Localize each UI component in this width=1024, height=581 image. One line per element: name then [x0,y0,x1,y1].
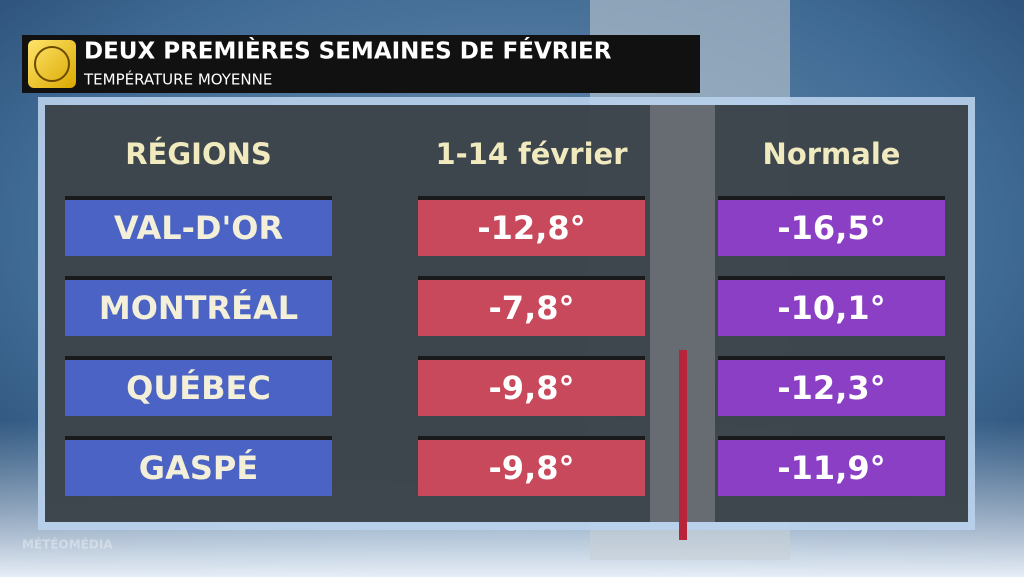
temperature: -7,8° [489,289,575,327]
cell [718,440,945,496]
cell-top [418,436,645,441]
temperature: -11,9° [777,449,885,487]
table: RÉGIONS 1-14 février Normale VAL-D'OR -12,8°… [65,137,945,496]
cell [418,440,645,496]
region: QUÉBEC [126,369,271,407]
cell [65,440,332,496]
temperature: -16,5° [777,209,885,247]
temperature: -12,8° [477,209,585,247]
subtitle: TEMPÉRATURE MOYENNE [83,70,272,89]
cell [718,200,945,256]
thermometer-mercury [679,350,687,540]
cell-top [65,436,332,441]
cell-top [718,436,945,441]
title: DEUX PREMIÈRES SEMAINES DE FÉVRIER [84,37,612,65]
column-header: RÉGIONS [125,137,272,171]
cell [418,280,645,336]
cell [718,360,945,416]
temperature: -10,1° [777,289,885,327]
region: GASPÉ [139,449,258,487]
cell-top [65,196,332,201]
cell-top [418,276,645,281]
cell [65,280,332,336]
cell [718,280,945,336]
temperature: -12,3° [777,369,885,407]
cell-top [418,196,645,201]
cell-top [418,356,645,361]
cell-top [718,196,945,201]
cell [65,200,332,256]
cell-top [65,276,332,281]
cell-top [65,356,332,361]
column-header: Normale [763,137,901,171]
header-bar [22,35,700,93]
cell-top [718,276,945,281]
cell [418,200,645,256]
temperature: -9,8° [489,369,575,407]
region: MONTRÉAL [99,289,298,327]
logo-globe [34,46,70,82]
cell-top [718,356,945,361]
watermark: MÉTÉOMÉDIA [22,537,113,552]
column-header: 1-14 février [435,137,628,171]
cell [65,360,332,416]
region: VAL-D'OR [114,209,283,247]
cell [418,360,645,416]
temperature: -9,8° [489,449,575,487]
